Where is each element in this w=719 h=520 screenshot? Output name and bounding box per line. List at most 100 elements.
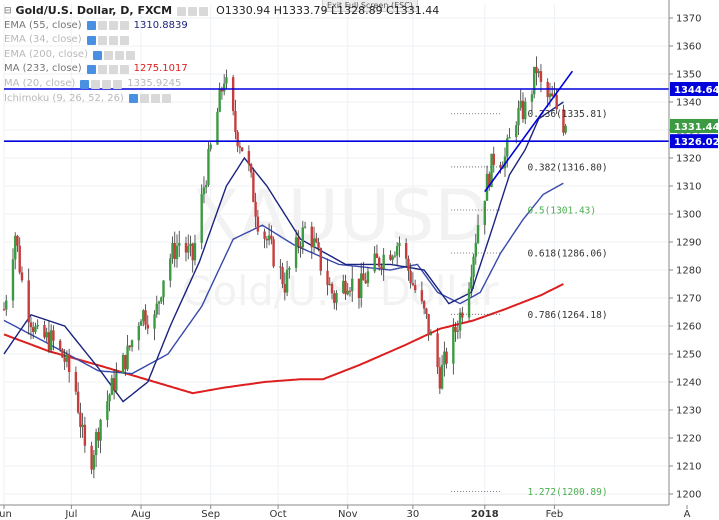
more-icon[interactable] (113, 79, 123, 89)
candle-body (234, 111, 237, 133)
candle-body (155, 303, 158, 315)
watermark-symbol: XAUUSD (192, 175, 489, 257)
indicator-buttons[interactable] (128, 94, 171, 104)
candle-body (299, 246, 302, 248)
candle-body (272, 239, 275, 267)
candle-body (128, 345, 132, 348)
candle-body (377, 257, 381, 267)
indicator-value: 1310.8839 (133, 19, 188, 31)
settings-icon[interactable] (139, 94, 149, 104)
eye-icon[interactable] (92, 50, 102, 60)
candle-body (398, 243, 401, 247)
time-tick-label: Jul (64, 509, 77, 520)
more-icon[interactable] (119, 21, 129, 31)
indicator-name[interactable]: Ichimoku (9, 26, 52, 26) (4, 92, 124, 104)
indicator-row[interactable]: EMA (55, close) 1310.8839 (4, 19, 439, 34)
candle-body (366, 271, 370, 284)
candle-body (310, 226, 313, 248)
eye-icon[interactable] (86, 35, 96, 45)
indicator-name[interactable]: EMA (200, close) (4, 48, 88, 60)
indicator-buttons[interactable] (86, 21, 129, 31)
close-icon[interactable] (114, 50, 124, 60)
close-icon[interactable] (150, 94, 160, 104)
more-icon[interactable] (119, 65, 129, 75)
close-icon[interactable] (108, 35, 118, 45)
candle-body (492, 153, 495, 165)
collapse-icon[interactable]: ⊟ (4, 6, 12, 16)
time-tick-label: Sep (201, 509, 220, 520)
close-icon[interactable] (108, 65, 118, 75)
more-icon[interactable] (119, 35, 129, 45)
indicator-buttons[interactable] (92, 50, 135, 60)
hline-price-tag (670, 134, 718, 149)
candle-body (373, 253, 376, 272)
candle-body (184, 243, 188, 253)
eye-icon[interactable] (86, 65, 96, 75)
horizontal-lines[interactable] (4, 88, 669, 142)
settings-icon[interactable] (97, 65, 107, 75)
hide-icon[interactable] (188, 6, 198, 16)
settings-icon[interactable] (177, 6, 187, 16)
candle-body (499, 164, 502, 168)
time-tick-label: Oct (269, 509, 286, 520)
fib-level-label: 0.618(1286.06) (527, 249, 607, 260)
more-icon[interactable] (125, 50, 135, 60)
candle-body (65, 354, 69, 362)
trendline[interactable] (484, 70, 574, 193)
candle-body (2, 309, 6, 311)
candle-body (16, 235, 19, 246)
candle-body (413, 284, 417, 291)
candle-body (315, 238, 318, 243)
eye-icon[interactable] (128, 94, 138, 104)
indicator-buttons[interactable] (86, 35, 129, 45)
candle-body (519, 100, 522, 108)
price-tick-label: 1310 (676, 182, 701, 193)
candle-body (27, 280, 30, 323)
exit-fullscreen-tooltip[interactable]: Exit Full Screen (ESC) (322, 0, 418, 12)
candle-body (436, 333, 439, 368)
indicator-buttons[interactable] (86, 65, 129, 75)
candle-body (29, 322, 33, 328)
price-tick-label: 1280 (676, 266, 701, 277)
trendline-segment[interactable] (484, 70, 574, 193)
candle-body (330, 283, 334, 294)
settings-icon[interactable] (97, 21, 107, 31)
indicator-name[interactable]: MA (233, close) (4, 63, 82, 75)
time-axis[interactable]: Jun Jul Aug Sep Oct Nov 30 2018 Feb A (0, 504, 691, 520)
candle-body (422, 301, 426, 309)
indicator-name[interactable]: EMA (55, close) (4, 19, 82, 31)
indicator-buttons[interactable] (80, 79, 123, 89)
settings-icon[interactable] (91, 79, 101, 89)
indicator-row[interactable]: EMA (34, close) (4, 33, 439, 48)
indicator-row[interactable]: MA (233, close) 1275.1017 (4, 62, 439, 77)
price-axis[interactable]: 1200 1210 1220 1230 1240 1250 1260 1270 1280 1290… (668, 0, 719, 520)
indicator-row[interactable]: EMA (200, close) (4, 48, 439, 63)
candle-body (301, 227, 305, 248)
price-tick-label: 1260 (676, 322, 701, 333)
close-icon[interactable] (108, 21, 118, 31)
candle-body (506, 138, 509, 157)
symbol-buttons[interactable] (177, 6, 209, 16)
candle-body (99, 419, 102, 441)
candle-body (440, 364, 444, 389)
indicator-row[interactable]: MA (20, close) 1335.9245 (4, 77, 439, 92)
eye-icon[interactable] (80, 79, 90, 89)
close-icon[interactable] (102, 79, 112, 89)
candle-body (137, 325, 140, 341)
candle-body (335, 292, 338, 303)
symbol-title[interactable]: Gold/U.S. Dollar, D, FXCM (15, 4, 173, 17)
eye-icon[interactable] (86, 21, 96, 31)
candlesticks (2, 56, 567, 479)
settings-icon[interactable] (97, 35, 107, 45)
candle-body (63, 357, 66, 362)
time-tick-label: A (684, 509, 691, 520)
indicator-name[interactable]: EMA (34, close) (4, 34, 82, 46)
indicator-row[interactable]: Ichimoku (9, 26, 52, 26) (4, 92, 439, 107)
more-icon[interactable] (199, 6, 209, 16)
settings-icon[interactable] (103, 50, 113, 60)
indicator-name[interactable]: MA (20, close) (4, 77, 76, 89)
more-icon[interactable] (161, 94, 171, 104)
candle-body (407, 258, 410, 271)
candle-body (458, 312, 462, 331)
